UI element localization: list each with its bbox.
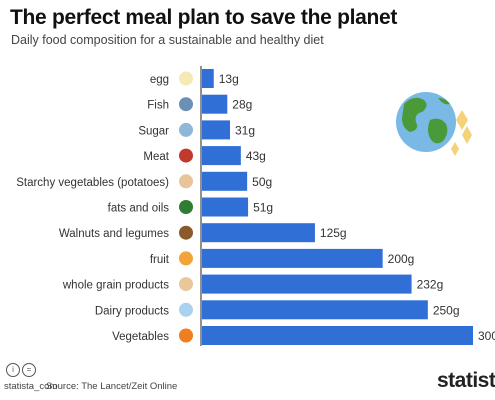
statista-logo: statista	[437, 369, 495, 392]
value-label-7: 200g	[388, 252, 415, 266]
bar-6	[202, 223, 315, 243]
category-label-6: Walnuts and legumes	[59, 228, 169, 240]
bar-2	[202, 120, 231, 140]
category-label-5: fats and oils	[108, 203, 170, 215]
value-label-9: 250g	[433, 303, 460, 317]
bar-3	[202, 146, 241, 166]
sugar-icon	[179, 122, 193, 137]
oil-icon	[179, 200, 193, 214]
bar-1	[202, 94, 228, 114]
value-label-6: 125g	[320, 226, 347, 240]
egg-icon	[179, 71, 193, 86]
meat-icon	[179, 148, 193, 163]
value-label-0: 13g	[219, 72, 239, 86]
category-label-4: Starchy vegetables (potatoes)	[16, 177, 169, 189]
potato-icon	[179, 174, 193, 189]
value-label-8: 232g	[417, 278, 444, 292]
category-label-2: Sugar	[138, 125, 169, 137]
category-label-3: Meat	[143, 151, 169, 163]
value-label-5: 51g	[253, 201, 273, 215]
bar-10	[202, 326, 473, 345]
bread-icon	[179, 277, 193, 292]
category-label-9: Dairy products	[95, 305, 169, 317]
walnut-icon	[179, 225, 193, 240]
globe-icon	[396, 92, 472, 156]
bar-7	[202, 248, 383, 268]
fish-icon	[179, 97, 193, 112]
cc-icon: i	[6, 363, 20, 377]
bar-4	[202, 171, 248, 191]
handle-text: statista_com	[4, 381, 58, 392]
carrot-icon	[179, 328, 193, 343]
bar-5	[202, 197, 249, 217]
category-label-7: fruit	[150, 254, 170, 266]
milk-icon	[179, 302, 193, 317]
nd-icon: =	[22, 363, 36, 377]
bar-9	[202, 300, 428, 320]
value-label-4: 50g	[252, 175, 272, 189]
chart-title: The perfect meal plan to save the planet	[10, 6, 398, 29]
category-label-1: Fish	[147, 100, 169, 112]
chart-subtitle: Daily food composition for a sustainable…	[11, 33, 324, 47]
bar-8	[202, 274, 412, 294]
source-text: Source: The Lancet/Zeit Online	[46, 381, 178, 392]
category-label-10: Vegetables	[112, 331, 169, 343]
category-label-0: egg	[150, 74, 169, 86]
value-label-1: 28g	[232, 98, 252, 112]
bar-0	[202, 69, 214, 88]
fruit-icon	[179, 251, 193, 266]
value-label-2: 31g	[235, 123, 255, 137]
value-label-10: 300g	[478, 329, 495, 343]
value-label-3: 43g	[246, 149, 266, 163]
category-label-8: whole grain products	[62, 280, 169, 292]
